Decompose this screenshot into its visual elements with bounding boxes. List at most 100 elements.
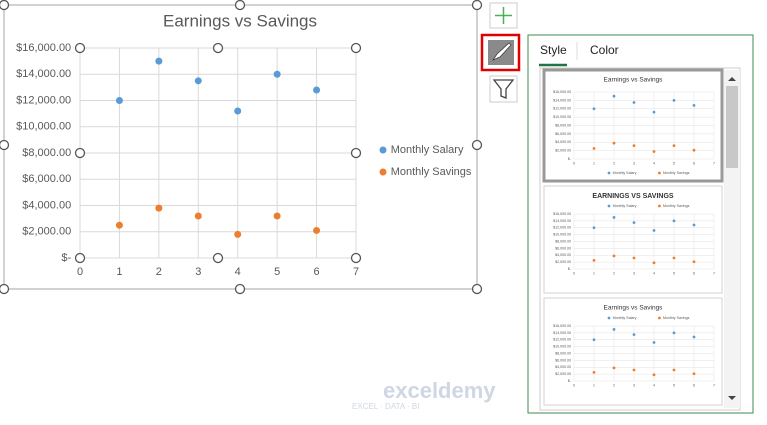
data-point bbox=[612, 94, 616, 98]
tab[interactable]: Color bbox=[590, 43, 619, 57]
resize-handle[interactable] bbox=[471, 139, 483, 151]
resize-handle[interactable] bbox=[350, 42, 362, 54]
y-tick-label: $8,000.00 bbox=[555, 123, 571, 127]
y-tick-label: $10,000.00 bbox=[553, 233, 571, 237]
legend-label: Monthly Savings bbox=[663, 316, 690, 320]
x-tick-label: 5 bbox=[274, 266, 280, 278]
x-tick-label: 7 bbox=[713, 384, 715, 388]
chart-filters-button[interactable] bbox=[489, 75, 518, 103]
data-point bbox=[313, 226, 321, 234]
resize-handle[interactable] bbox=[0, 139, 10, 151]
data-point bbox=[612, 216, 616, 219]
resize-handle[interactable] bbox=[0, 0, 10, 11]
data-point bbox=[692, 372, 696, 376]
resize-handle[interactable] bbox=[234, 0, 246, 11]
x-tick-label: 6 bbox=[693, 162, 695, 166]
style-thumbnail[interactable] bbox=[543, 297, 723, 406]
x-tick-label: 2 bbox=[613, 272, 615, 276]
scrollbar-thumb[interactable] bbox=[726, 86, 738, 168]
resize-handle[interactable] bbox=[350, 252, 362, 264]
legend-marker bbox=[658, 316, 661, 320]
data-point bbox=[672, 144, 676, 148]
data-point bbox=[592, 226, 596, 230]
resize-handle[interactable] bbox=[212, 252, 224, 264]
y-tick-label: $2,000.00 bbox=[555, 149, 571, 153]
x-tick-label: 3 bbox=[633, 162, 635, 166]
data-point bbox=[155, 204, 163, 212]
data-point bbox=[632, 333, 636, 336]
x-tick-label: 4 bbox=[235, 266, 241, 278]
legend-marker bbox=[607, 171, 611, 175]
y-tick-label: $4,000.00 bbox=[22, 199, 71, 211]
y-tick-label: $12,000.00 bbox=[553, 226, 571, 230]
y-tick-label: $- bbox=[568, 157, 572, 161]
x-tick-label: 4 bbox=[653, 384, 655, 388]
x-tick-label: 0 bbox=[573, 162, 575, 166]
resize-handle[interactable] bbox=[0, 283, 10, 295]
x-tick-label: 3 bbox=[195, 266, 201, 278]
y-tick-label: $8,000.00 bbox=[555, 351, 571, 355]
x-tick-label: 4 bbox=[653, 272, 655, 276]
y-tick-label: $2,000.00 bbox=[22, 226, 71, 238]
data-point bbox=[612, 254, 616, 258]
resize-handle[interactable] bbox=[74, 252, 86, 264]
x-tick-label: 6 bbox=[693, 384, 695, 388]
x-tick-label: 5 bbox=[673, 384, 675, 388]
data-point bbox=[115, 221, 123, 229]
y-tick-label: $4,000.00 bbox=[555, 140, 571, 144]
legend-marker bbox=[658, 171, 661, 175]
y-tick-label: $16,000.00 bbox=[16, 42, 71, 54]
y-tick-label: $14,000.00 bbox=[16, 68, 71, 80]
x-tick-label: 1 bbox=[593, 384, 595, 388]
legend-label: Monthly Savings bbox=[663, 171, 690, 175]
chart-frame[interactable] bbox=[3, 4, 478, 290]
y-tick-label: $6,000.00 bbox=[555, 246, 571, 250]
legend-label: Monthly Savings bbox=[391, 166, 472, 178]
y-tick-label: $8,000.00 bbox=[22, 147, 71, 159]
data-point bbox=[592, 259, 596, 262]
data-point bbox=[194, 77, 202, 85]
legend-marker bbox=[607, 204, 611, 208]
legend-marker bbox=[379, 146, 387, 154]
resize-handle[interactable] bbox=[471, 283, 483, 295]
y-tick-label: $6,000.00 bbox=[22, 173, 71, 185]
data-point bbox=[652, 341, 656, 344]
data-point bbox=[652, 261, 656, 265]
y-tick-label: $2,000.00 bbox=[555, 260, 571, 264]
chart-elements-button[interactable] bbox=[489, 2, 518, 29]
y-tick-label: $12,000.00 bbox=[16, 94, 71, 106]
resize-handle[interactable] bbox=[350, 147, 362, 159]
data-point bbox=[632, 144, 636, 148]
x-tick-label: 1 bbox=[116, 266, 122, 278]
y-tick-label: $6,000.00 bbox=[555, 132, 571, 136]
data-point bbox=[612, 366, 616, 370]
data-point bbox=[652, 110, 656, 114]
y-tick-label: $10,000.00 bbox=[16, 121, 71, 133]
resize-handle[interactable] bbox=[471, 0, 483, 11]
data-point bbox=[632, 101, 636, 104]
y-tick-label: $- bbox=[568, 267, 572, 271]
style-thumbnail[interactable] bbox=[543, 185, 723, 294]
data-point bbox=[692, 223, 696, 227]
x-tick-label: 7 bbox=[353, 266, 359, 278]
x-tick-label: 6 bbox=[693, 272, 695, 276]
watermark-tagline: EXCEL · DATA · BI bbox=[352, 402, 419, 411]
data-point bbox=[672, 98, 676, 102]
data-point bbox=[632, 221, 636, 224]
x-tick-label: 4 bbox=[653, 162, 655, 166]
x-tick-label: 1 bbox=[593, 272, 595, 276]
thumbnail-title: Earnings vs Savings bbox=[604, 77, 664, 84]
resize-handle[interactable] bbox=[234, 283, 246, 295]
resize-handle[interactable] bbox=[74, 42, 86, 54]
resize-handle[interactable] bbox=[212, 42, 224, 54]
chart-styles-button[interactable] bbox=[480, 33, 521, 72]
data-point bbox=[612, 141, 616, 145]
x-tick-label: 0 bbox=[573, 272, 575, 276]
data-point bbox=[273, 212, 281, 220]
data-point bbox=[672, 368, 676, 372]
legend-marker bbox=[379, 168, 387, 176]
data-point bbox=[692, 260, 696, 264]
resize-handle[interactable] bbox=[74, 147, 86, 159]
data-point bbox=[672, 256, 676, 260]
tab[interactable]: Style bbox=[540, 43, 567, 57]
